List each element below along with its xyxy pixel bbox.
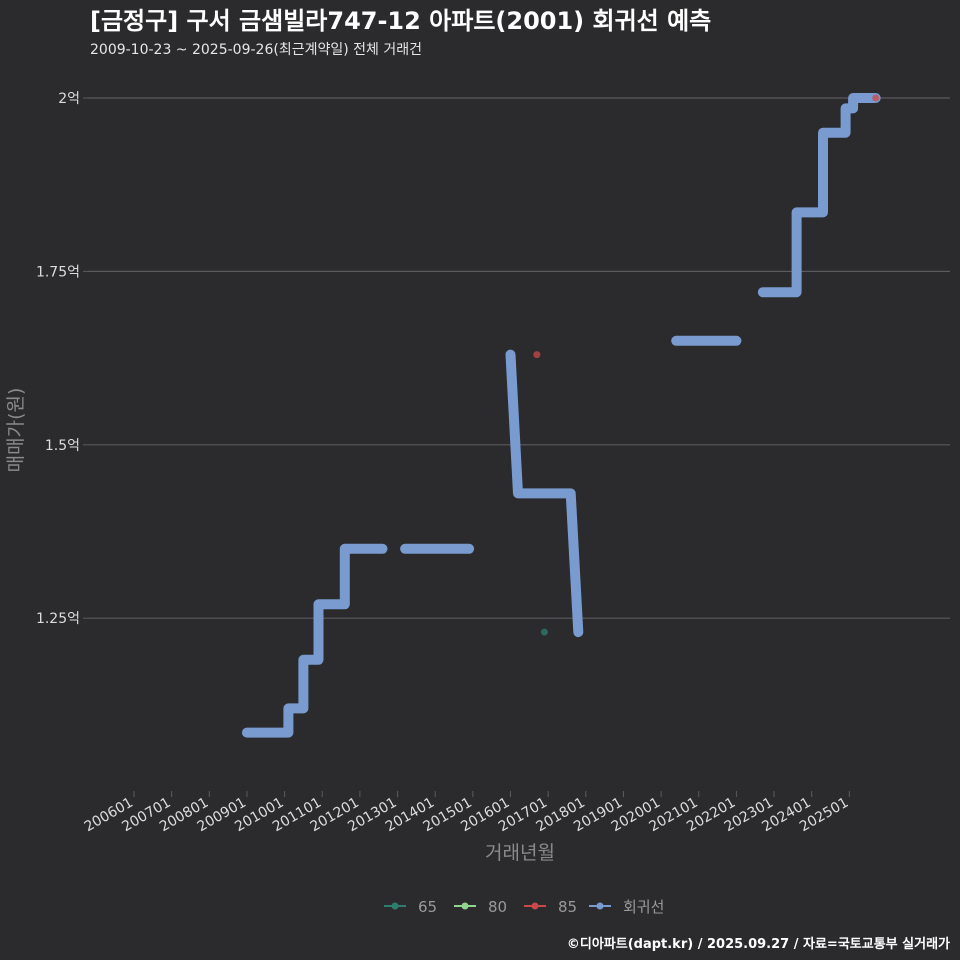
legend-marker-85 [531, 902, 539, 910]
y-tick-label: 1.5억 [45, 438, 80, 454]
chart-title: [금정구] 구서 금샘빌라747-12 아파트(2001) 회귀선 예측 [90, 7, 711, 35]
y-tick-label: 1.25억 [36, 611, 80, 627]
y-tick-labels: 1.25억 1.5억 1.75억 2억 [36, 91, 80, 627]
data-point-65 [540, 628, 548, 636]
legend-marker-65 [391, 902, 399, 910]
y-tick-label: 1.75억 [36, 264, 80, 280]
regression-segment [757, 93, 881, 298]
data-point-85 [872, 94, 880, 102]
data-point-85 [533, 351, 541, 359]
chart-subtitle: 2009-10-23 ~ 2025-09-26(최근계약일) 전체 거래건 [90, 42, 422, 58]
legend-marker-80 [461, 902, 469, 910]
regression-segment [505, 349, 584, 638]
data-points [533, 94, 880, 636]
x-axis-label: 거래년월 [485, 842, 555, 864]
regression-line [241, 93, 881, 738]
regression-segment [241, 543, 388, 738]
legend-label-회귀선: 회귀선 [623, 898, 664, 916]
legend: 65 80 85 회귀선 [384, 898, 664, 916]
legend-label-80: 80 [488, 898, 507, 916]
y-axis-label: 매매가(원) [5, 388, 27, 473]
footer-credit: ©디아파트(dapt.kr) / 2025.09.27 / 자료=국토교통부 실… [567, 936, 950, 952]
legend-label-65: 65 [418, 898, 437, 916]
y-tick-label: 2억 [58, 91, 80, 107]
legend-label-85: 85 [558, 898, 577, 916]
legend-marker-회귀선 [596, 902, 604, 910]
